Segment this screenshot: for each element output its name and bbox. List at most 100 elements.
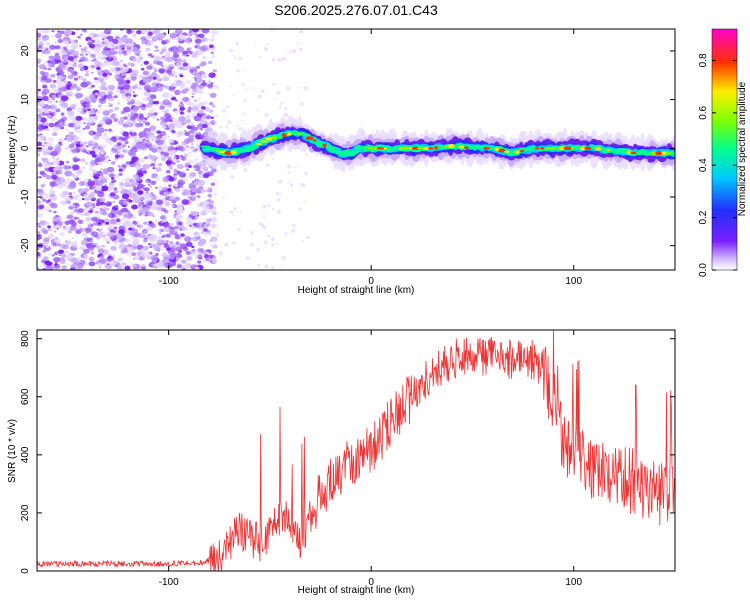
- heatmap-noise-dot: [119, 89, 126, 94]
- heatmap-noise-dot: [71, 237, 75, 240]
- heatmap-noise-dot: [93, 147, 99, 152]
- heatmap-noise-dot: [207, 210, 210, 213]
- heatmap-noise-dot: [79, 45, 82, 47]
- heatmap-noise-dot: [161, 139, 165, 143]
- heatmap-noise-dot: [76, 217, 80, 220]
- heatmap-noise-dot: [191, 122, 194, 125]
- heatmap-noise-dot: [211, 225, 215, 228]
- heatmap-noise-dot: [47, 67, 52, 71]
- heatmap-noise-dot: [153, 263, 158, 267]
- heatmap-noise-dot: [191, 193, 194, 196]
- heatmap-noise-dot: [96, 110, 101, 114]
- heatmap-noise-dot: [58, 63, 67, 70]
- heatmap-noise-dot: [79, 158, 86, 163]
- heatmap-noise-dot: [78, 37, 82, 40]
- heatmap-band-hotspot: [417, 147, 425, 150]
- heatmap-noise-dot: [100, 85, 107, 91]
- heatmap-noise-dot: [77, 129, 83, 134]
- heatmap-noise-dot: [148, 134, 155, 140]
- heatmap-noise-dot: [153, 160, 157, 163]
- heatmap-noise-dot: [214, 196, 216, 199]
- heatmap-noise-dot: [189, 111, 192, 114]
- heatmap-band-hotspot: [483, 147, 490, 150]
- heatmap-noise-dot: [196, 214, 200, 217]
- heatmap-noise-dot: [211, 181, 214, 184]
- heatmap-noise-dot: [79, 110, 85, 115]
- heatmap-noise-dot: [54, 230, 57, 233]
- heatmap-noise-dot: [162, 92, 170, 98]
- heatmap-noise-dot: [153, 55, 162, 62]
- heatmap-noise-dot: [116, 267, 122, 270]
- heatmap-y-tick-label: -10: [20, 189, 31, 204]
- heatmap-noise-dot: [63, 165, 70, 170]
- heatmap-noise-dot: [190, 108, 193, 110]
- heatmap-noise-dot: [155, 186, 158, 189]
- heatmap-noise-dot: [151, 163, 156, 167]
- heatmap-noise-dot: [102, 38, 105, 41]
- heatmap-noise-dot: [227, 120, 232, 125]
- heatmap-noise-dot: [158, 195, 162, 198]
- heatmap-noise-dot: [182, 177, 188, 182]
- heatmap-noise-dot: [90, 175, 94, 178]
- heatmap-noise-dot: [181, 121, 186, 126]
- heatmap-noise-dot: [41, 46, 47, 50]
- heatmap-noise-dot: [257, 94, 262, 99]
- heatmap-noise-dot: [63, 81, 66, 83]
- heatmap-noise-dot: [73, 62, 77, 65]
- heatmap-noise-dot: [161, 125, 167, 129]
- heatmap-noise-dot: [96, 40, 101, 44]
- heatmap-noise-dot: [164, 73, 168, 76]
- heatmap-noise-dot: [201, 61, 207, 66]
- heatmap-noise-dot: [89, 110, 96, 115]
- heatmap-noise-dot: [154, 219, 158, 223]
- heatmap-noise-dot: [224, 242, 229, 247]
- heatmap-noise-dot: [52, 157, 55, 159]
- heatmap-noise-dot: [72, 191, 76, 194]
- heatmap-noise-dot: [69, 225, 77, 231]
- heatmap-noise-dot: [100, 39, 103, 42]
- heatmap-noise-dot: [91, 59, 95, 62]
- heatmap-noise-dot: [149, 241, 153, 245]
- heatmap-noise-dot: [194, 157, 200, 162]
- heatmap-noise-dot: [126, 89, 132, 94]
- heatmap-noise-dot: [158, 229, 161, 232]
- heatmap-noise-dot: [119, 181, 125, 186]
- heatmap-noise-dot: [172, 252, 178, 257]
- heatmap-noise-dot: [142, 120, 146, 123]
- heatmap-noise-dot: [108, 224, 111, 226]
- heatmap-noise-dot: [135, 83, 139, 87]
- heatmap-noise-dot: [85, 103, 92, 109]
- heatmap-noise-dot: [152, 76, 157, 80]
- heatmap-noise-dot: [117, 81, 126, 88]
- heatmap-noise-dot: [112, 239, 121, 245]
- heatmap-noise-dot: [118, 229, 125, 235]
- heatmap-noise-dot: [45, 174, 52, 180]
- heatmap-noise-dot: [120, 36, 128, 42]
- heatmap-noise-dot: [122, 179, 126, 182]
- heatmap-noise-dot: [45, 104, 51, 110]
- heatmap-noise-dot: [57, 30, 61, 33]
- heatmap-noise-dot: [201, 74, 206, 78]
- heatmap-noise-dot: [80, 81, 89, 88]
- heatmap-noise-dot: [144, 179, 149, 183]
- heatmap-band-hotspot: [630, 151, 637, 155]
- heatmap-noise-dot: [122, 200, 129, 206]
- heatmap-noise-dot: [193, 138, 199, 143]
- heatmap-noise-dot: [83, 248, 90, 254]
- heatmap-noise-dot: [202, 123, 208, 129]
- heatmap-noise-dot: [194, 164, 202, 170]
- heatmap-noise-dot: [105, 221, 110, 225]
- heatmap-band-hotspot: [447, 144, 455, 148]
- heatmap-noise-dot: [183, 82, 186, 85]
- heatmap-noise-dot: [176, 159, 180, 163]
- heatmap-noise-dot: [118, 244, 127, 250]
- heatmap-noise-dot: [298, 207, 302, 211]
- heatmap-noise-dot: [147, 53, 153, 57]
- heatmap-noise-dot: [41, 35, 50, 41]
- heatmap-noise-dot: [151, 89, 155, 92]
- heatmap-noise-dot: [106, 208, 110, 211]
- heatmap-noise-dot: [156, 118, 160, 121]
- heatmap-noise-dot: [77, 188, 85, 194]
- heatmap-noise-dot: [88, 39, 91, 42]
- heatmap-noise-dot: [107, 214, 113, 218]
